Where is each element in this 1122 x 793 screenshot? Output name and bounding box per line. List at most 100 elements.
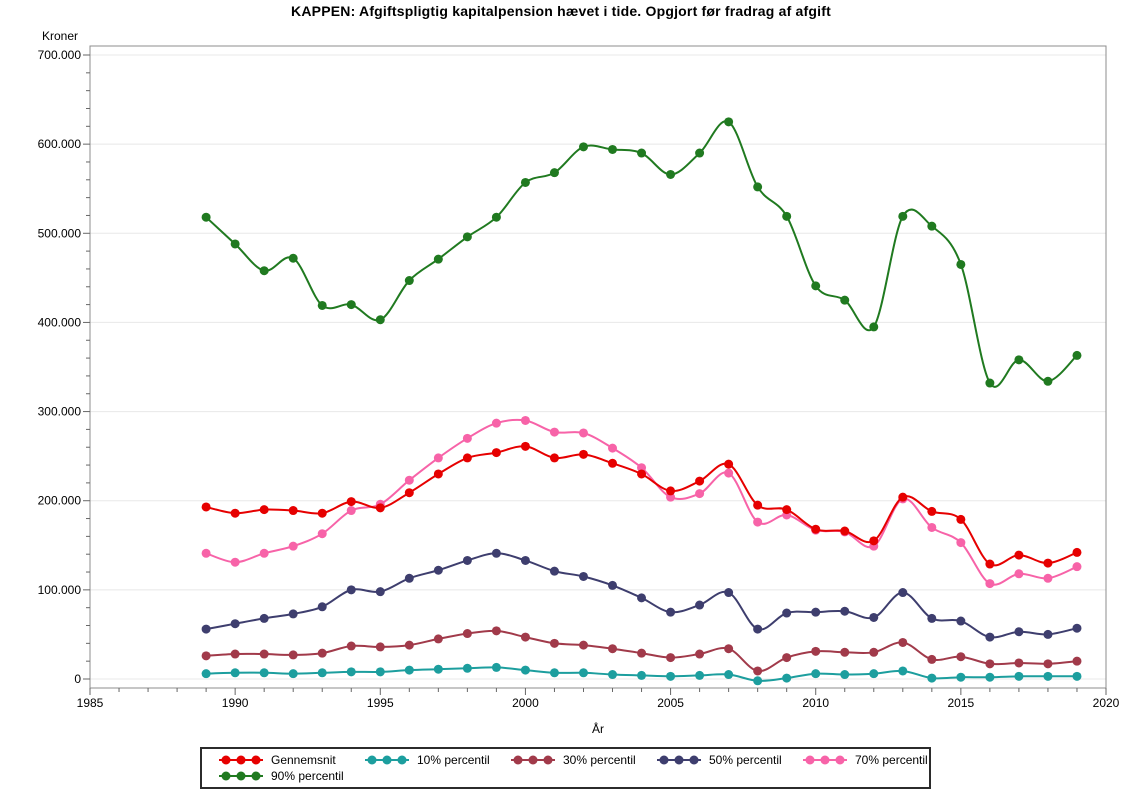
data-point xyxy=(288,650,298,660)
series-10-percentil xyxy=(201,662,1082,686)
data-point xyxy=(956,652,966,662)
data-point xyxy=(317,508,327,518)
data-point xyxy=(549,668,559,678)
data-point xyxy=(869,647,879,657)
data-point xyxy=(433,664,443,674)
data-point xyxy=(1043,659,1053,669)
data-point xyxy=(724,117,734,127)
data-point xyxy=(404,276,414,286)
data-point xyxy=(491,212,501,222)
x-tick-label: 2005 xyxy=(657,696,684,710)
data-point xyxy=(985,632,995,642)
data-point xyxy=(811,607,821,617)
x-axis-ticks: 1985 1990 1995 2000 2005 2010 2015 2020 xyxy=(77,688,1120,710)
legend-item-label: 30% percentil xyxy=(563,753,636,767)
data-point xyxy=(956,538,966,548)
data-point xyxy=(346,585,356,595)
data-point xyxy=(375,642,385,652)
data-point xyxy=(956,514,966,524)
y-tick-label: 600.000 xyxy=(38,137,82,151)
data-point xyxy=(608,644,618,654)
data-point xyxy=(317,648,327,658)
data-point xyxy=(230,668,240,678)
data-point xyxy=(608,670,618,680)
data-point xyxy=(549,427,559,437)
data-point xyxy=(869,322,879,332)
data-point xyxy=(317,668,327,678)
legend-item-gennemsnit: Gennemsnit xyxy=(218,753,364,767)
data-point xyxy=(433,453,443,463)
data-point xyxy=(811,669,821,679)
data-point xyxy=(346,300,356,310)
series-70-percentil xyxy=(201,415,1082,589)
data-point xyxy=(230,649,240,659)
data-point xyxy=(288,609,298,619)
legend-item-label: Gennemsnit xyxy=(271,753,336,767)
legend-marker-icon xyxy=(803,755,847,765)
data-point xyxy=(288,253,298,263)
data-point xyxy=(608,443,618,453)
data-point xyxy=(666,169,676,179)
data-point xyxy=(782,653,792,663)
data-point xyxy=(346,667,356,677)
data-point xyxy=(346,497,356,507)
data-point xyxy=(549,168,559,178)
data-point xyxy=(608,458,618,468)
y-tick-label: 300.000 xyxy=(38,405,82,419)
series-gennemsnit xyxy=(201,441,1082,569)
data-point xyxy=(608,144,618,154)
data-point xyxy=(811,646,821,656)
data-point xyxy=(288,541,298,551)
data-point xyxy=(898,588,908,598)
data-point xyxy=(724,644,734,654)
data-point xyxy=(549,453,559,463)
data-point xyxy=(520,632,530,642)
series-line xyxy=(205,418,1078,586)
data-point xyxy=(433,469,443,479)
data-point xyxy=(578,640,588,650)
data-point xyxy=(288,669,298,679)
y-tick-label: 500.000 xyxy=(38,226,82,240)
data-point xyxy=(666,607,676,617)
data-point xyxy=(637,463,647,473)
x-axis-label: År xyxy=(592,722,604,736)
data-point xyxy=(404,475,414,485)
legend: Gennemsnit 10% percentil 30% percentil 50% … xyxy=(200,747,931,789)
data-point xyxy=(1043,629,1053,639)
data-point xyxy=(259,649,269,659)
data-point xyxy=(782,608,792,618)
data-point xyxy=(724,468,734,478)
data-point xyxy=(491,662,501,672)
data-point xyxy=(1014,569,1024,579)
data-point xyxy=(201,212,211,222)
data-point xyxy=(1043,671,1053,681)
data-point xyxy=(666,653,676,663)
data-point xyxy=(927,613,937,623)
data-point xyxy=(462,232,472,242)
x-tick-label: 2000 xyxy=(512,696,539,710)
data-point xyxy=(898,211,908,221)
data-point xyxy=(1072,623,1082,633)
data-point xyxy=(549,566,559,576)
data-point xyxy=(840,670,850,680)
data-point xyxy=(578,668,588,678)
data-point xyxy=(695,670,705,680)
data-point xyxy=(753,517,763,527)
data-point xyxy=(259,613,269,623)
data-point xyxy=(404,573,414,583)
legend-item-label: 90% percentil xyxy=(271,769,344,783)
data-point xyxy=(811,281,821,291)
data-point xyxy=(695,649,705,659)
data-point xyxy=(491,626,501,636)
data-point xyxy=(1072,350,1082,360)
data-point xyxy=(230,239,240,249)
y-axis-label: Kroner xyxy=(42,29,79,43)
data-point xyxy=(578,449,588,459)
data-point xyxy=(433,634,443,644)
data-point xyxy=(404,488,414,498)
data-point xyxy=(985,659,995,669)
data-point xyxy=(375,587,385,597)
data-point xyxy=(520,441,530,451)
data-point xyxy=(956,616,966,626)
